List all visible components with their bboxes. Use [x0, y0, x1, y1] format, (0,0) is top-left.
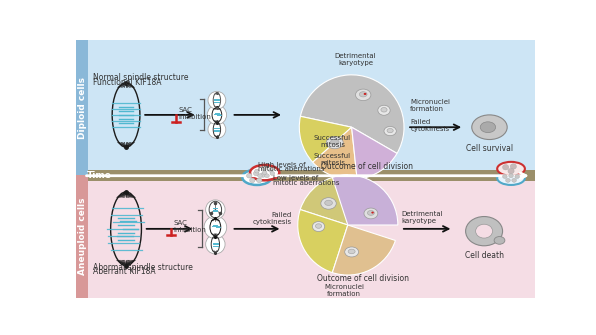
Text: SAC
inhibition: SAC inhibition: [178, 107, 211, 120]
Text: Normal spindle structure: Normal spindle structure: [93, 73, 188, 82]
Ellipse shape: [371, 212, 374, 213]
FancyBboxPatch shape: [76, 170, 535, 181]
Ellipse shape: [325, 200, 333, 205]
Circle shape: [206, 234, 225, 254]
Wedge shape: [299, 116, 352, 162]
Ellipse shape: [312, 221, 325, 231]
Ellipse shape: [476, 224, 492, 238]
Ellipse shape: [497, 171, 525, 185]
Ellipse shape: [480, 122, 496, 133]
Ellipse shape: [515, 175, 520, 179]
Ellipse shape: [256, 178, 262, 183]
Ellipse shape: [243, 170, 272, 185]
Ellipse shape: [262, 167, 266, 171]
Ellipse shape: [502, 175, 507, 179]
Text: Successful
mitosis: Successful mitosis: [314, 153, 351, 166]
Text: Functional KIF18A: Functional KIF18A: [93, 78, 162, 87]
Ellipse shape: [378, 105, 390, 115]
FancyBboxPatch shape: [76, 175, 535, 298]
Ellipse shape: [268, 169, 273, 172]
Text: Time: Time: [87, 171, 111, 180]
FancyBboxPatch shape: [76, 40, 88, 175]
Ellipse shape: [508, 169, 514, 174]
Ellipse shape: [472, 115, 507, 140]
Text: Low levels of: Low levels of: [273, 175, 318, 181]
Text: SAC
inhibition: SAC inhibition: [173, 220, 206, 233]
Text: Successful
mitosis: Successful mitosis: [314, 135, 351, 148]
Ellipse shape: [250, 178, 255, 183]
Ellipse shape: [359, 92, 367, 97]
Text: Micronuclei
formation: Micronuclei formation: [410, 99, 450, 112]
Ellipse shape: [505, 179, 510, 182]
Ellipse shape: [253, 171, 259, 176]
Text: Failed
cytokinesis: Failed cytokinesis: [253, 212, 291, 225]
Text: Abormal spindle structure: Abormal spindle structure: [93, 263, 193, 272]
Text: Failed
cytokinesis: Failed cytokinesis: [410, 119, 449, 132]
Text: Aberrant KIF18A: Aberrant KIF18A: [93, 267, 156, 276]
Ellipse shape: [260, 173, 266, 177]
Ellipse shape: [247, 174, 252, 178]
Ellipse shape: [262, 171, 267, 175]
Wedge shape: [333, 175, 398, 225]
Ellipse shape: [348, 249, 355, 254]
Ellipse shape: [509, 174, 513, 178]
Ellipse shape: [257, 174, 262, 178]
Ellipse shape: [355, 89, 371, 100]
Wedge shape: [298, 209, 348, 273]
Circle shape: [208, 121, 226, 138]
FancyBboxPatch shape: [76, 175, 88, 298]
Wedge shape: [352, 127, 397, 179]
Ellipse shape: [270, 172, 275, 175]
FancyBboxPatch shape: [76, 40, 535, 175]
Ellipse shape: [502, 164, 509, 170]
Wedge shape: [300, 175, 348, 225]
Ellipse shape: [364, 93, 367, 95]
Circle shape: [206, 200, 225, 219]
Ellipse shape: [326, 136, 343, 149]
Ellipse shape: [330, 139, 339, 145]
Text: Outcome of cell division: Outcome of cell division: [321, 162, 413, 171]
Ellipse shape: [465, 216, 502, 246]
Ellipse shape: [344, 247, 359, 257]
Wedge shape: [300, 75, 404, 153]
Circle shape: [208, 91, 226, 109]
Ellipse shape: [315, 224, 322, 228]
Text: mitotic aberrations: mitotic aberrations: [273, 180, 340, 186]
Ellipse shape: [381, 108, 387, 112]
Ellipse shape: [512, 179, 516, 182]
Wedge shape: [313, 127, 357, 180]
Text: Outcome of cell division: Outcome of cell division: [317, 274, 409, 283]
Ellipse shape: [265, 174, 269, 178]
Text: mitotic aberrations: mitotic aberrations: [259, 166, 325, 173]
Ellipse shape: [250, 165, 280, 180]
Circle shape: [204, 216, 226, 239]
Text: Micronuclei
formation: Micronuclei formation: [324, 284, 364, 297]
Text: Aneuploid cells: Aneuploid cells: [77, 198, 86, 275]
Ellipse shape: [387, 129, 393, 133]
Text: Cell death: Cell death: [465, 251, 504, 260]
Text: Cell survival: Cell survival: [466, 144, 513, 153]
Ellipse shape: [384, 126, 396, 136]
Ellipse shape: [497, 162, 525, 176]
Wedge shape: [333, 225, 395, 275]
Circle shape: [207, 105, 226, 125]
Ellipse shape: [494, 237, 505, 244]
Ellipse shape: [254, 169, 259, 173]
Text: Detrimental
karyotype: Detrimental karyotype: [402, 211, 443, 224]
Ellipse shape: [368, 210, 374, 215]
Text: Detrimental
karyotype: Detrimental karyotype: [335, 53, 376, 66]
Text: High levels of: High levels of: [259, 162, 306, 168]
Ellipse shape: [364, 208, 378, 219]
Text: Diploid cells: Diploid cells: [77, 77, 86, 139]
Ellipse shape: [321, 198, 336, 209]
Ellipse shape: [510, 164, 516, 169]
